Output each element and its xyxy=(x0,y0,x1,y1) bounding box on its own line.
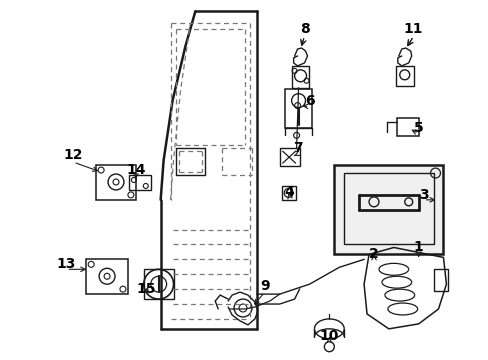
Bar xyxy=(96,165,136,200)
Bar xyxy=(433,269,447,291)
Text: 2: 2 xyxy=(368,247,378,261)
Text: 9: 9 xyxy=(260,279,269,293)
Text: 11: 11 xyxy=(403,22,423,36)
Bar xyxy=(86,260,128,294)
Text: 3: 3 xyxy=(418,188,427,202)
Text: 15: 15 xyxy=(136,282,155,296)
Bar xyxy=(281,186,295,200)
Text: 14: 14 xyxy=(126,163,145,177)
Bar xyxy=(284,89,312,129)
Text: 5: 5 xyxy=(413,121,423,135)
Text: 10: 10 xyxy=(319,329,338,343)
Bar xyxy=(279,148,299,166)
Bar xyxy=(129,175,150,190)
Text: 1: 1 xyxy=(413,240,423,255)
Text: 7: 7 xyxy=(292,141,302,155)
Text: 6: 6 xyxy=(304,94,314,108)
Text: 8: 8 xyxy=(299,22,309,36)
Bar xyxy=(396,118,418,136)
Text: 13: 13 xyxy=(57,257,76,271)
Text: 12: 12 xyxy=(63,148,83,162)
Bar xyxy=(344,173,433,244)
Bar xyxy=(143,269,173,299)
Bar xyxy=(395,66,413,86)
Text: 4: 4 xyxy=(284,185,294,199)
Bar xyxy=(291,66,309,88)
Bar xyxy=(334,165,443,255)
